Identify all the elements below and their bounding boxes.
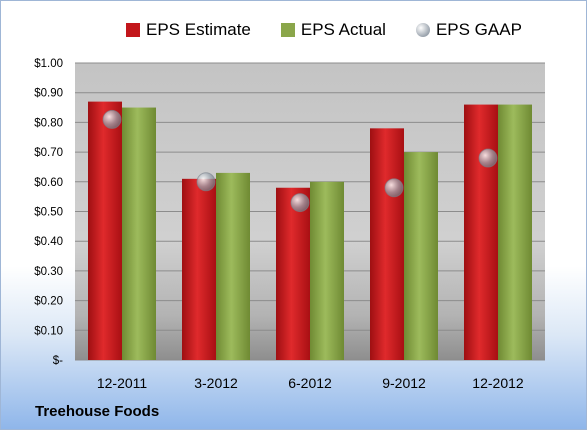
y-tick-label: $0.90: [34, 88, 63, 100]
point-eps-gaap: [384, 178, 404, 198]
bar-layer: [88, 101, 532, 361]
y-tick-label: $0.80: [34, 117, 63, 129]
bar-eps-estimate: [464, 104, 498, 360]
legend-swatch-eps-estimate: [126, 23, 140, 37]
legend-label-eps-estimate: EPS Estimate: [146, 20, 251, 39]
y-axis-ticks: $- $0.10 $0.20 $0.30 $0.40 $0.50 $0.60 $0.70 $0.…: [34, 58, 63, 367]
legend-label-eps-actual: EPS Actual: [300, 20, 386, 39]
x-axis-ticks: 12-2011 3-2012 6-2012 9-2012 12-2012: [97, 375, 524, 391]
point-layer: [102, 109, 498, 213]
legend: EPS Estimate EPS Actual EPS GAAP: [126, 19, 552, 41]
bar-eps-estimate: [88, 101, 122, 361]
y-tick-label: $1.00: [34, 58, 63, 70]
legend-item-eps-estimate: EPS Estimate: [126, 20, 251, 40]
y-tick-label: $0.60: [34, 177, 63, 189]
x-tick-label: 3-2012: [194, 375, 238, 391]
bar-eps-actual: [216, 172, 250, 360]
y-tick-label: $0.20: [34, 296, 63, 308]
y-tick-label: $-: [53, 355, 63, 367]
y-tick-label: $0.50: [34, 207, 63, 219]
y-tick-label: $0.40: [34, 236, 63, 248]
legend-swatch-eps-actual: [280, 23, 295, 37]
point-eps-gaap: [196, 172, 216, 192]
point-eps-gaap: [478, 148, 498, 168]
y-tick-label: $0.10: [34, 325, 63, 337]
y-tick-label: $0.30: [34, 266, 63, 278]
company-caption: Treehouse Foods: [35, 403, 160, 420]
bar-eps-actual: [122, 107, 156, 360]
bar-eps-estimate: [182, 178, 216, 360]
bar-eps-estimate: [370, 128, 404, 360]
legend-item-eps-actual: EPS Actual: [280, 20, 386, 40]
bar-eps-actual: [498, 104, 532, 360]
legend-swatch-eps-gaap: [415, 23, 430, 37]
y-tick-label: $0.70: [34, 147, 63, 159]
x-tick-label: 12-2011: [97, 375, 148, 391]
x-tick-label: 6-2012: [288, 375, 332, 391]
legend-label-eps-gaap: EPS GAAP: [435, 20, 522, 39]
bar-eps-estimate: [276, 187, 310, 360]
point-eps-gaap: [290, 193, 310, 213]
legend-item-eps-gaap: EPS GAAP: [415, 20, 522, 40]
x-tick-label: 9-2012: [382, 375, 426, 391]
bar-eps-actual: [310, 181, 344, 360]
bar-eps-actual: [404, 152, 438, 360]
x-tick-label: 12-2012: [472, 375, 524, 391]
point-eps-gaap: [102, 109, 122, 129]
